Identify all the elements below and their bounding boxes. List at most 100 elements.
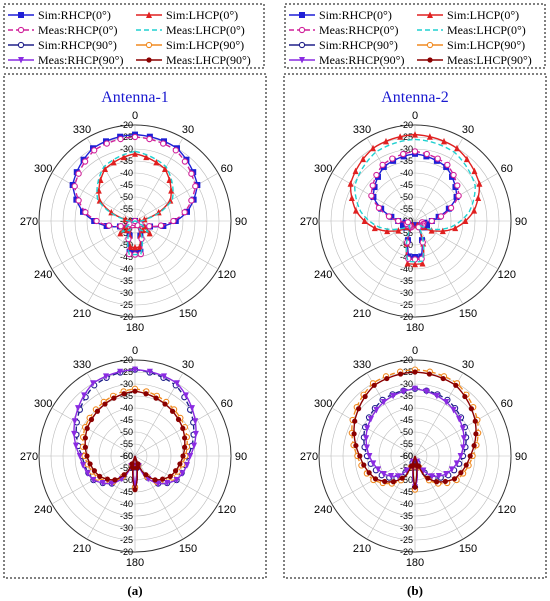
legend-swatch-marker [17, 26, 25, 34]
series-point [117, 368, 124, 376]
legend-swatch-marker [18, 57, 24, 64]
radial-tick-label-lower: -20 [400, 547, 413, 557]
radial-tick-label-lower: -60 [120, 451, 133, 461]
series-point [439, 227, 446, 235]
radial-tick-label-lower: -30 [400, 288, 413, 298]
series-point [397, 133, 404, 140]
radial-tick-label-lower: -35 [400, 511, 413, 521]
legend-item-sim-lhcp-90: Sim:LHCP(90°) [136, 38, 244, 52]
series-point [395, 227, 402, 234]
angle-tick-label: 240 [314, 269, 332, 281]
series-point [457, 453, 464, 460]
radial-tick-label-lower: -25 [400, 535, 413, 545]
series-point [84, 425, 90, 431]
series-point [388, 473, 395, 480]
legend-item-meas-lhcp-0: Meas:LHCP(0°) [136, 23, 245, 37]
angle-tick-label: 300 [34, 398, 52, 410]
legend-item-meas-lhcp-0: Meas:LHCP(0°) [417, 23, 526, 37]
legend-item-meas-lhcp-90: Meas:LHCP(90°) [417, 53, 532, 67]
series-point [182, 444, 188, 450]
series-point [170, 217, 177, 225]
series-point [91, 468, 98, 474]
angle-tick-label: 300 [314, 163, 332, 175]
radial-tick-label: -60 [400, 451, 413, 461]
series-point [364, 425, 371, 432]
series-point [456, 415, 463, 423]
legend-swatch-marker [427, 11, 433, 18]
legend-box-a [3, 3, 265, 69]
series-point [458, 470, 464, 476]
legend-label: Meas:LHCP(90°) [166, 53, 251, 67]
radial-tick-label-lower: -25 [400, 300, 413, 310]
series-point [183, 462, 190, 469]
series-point [348, 194, 355, 202]
series-point [362, 393, 368, 400]
series-point [161, 373, 168, 380]
angle-tick-label: 150 [459, 543, 477, 555]
series-point [444, 161, 451, 169]
series-point [159, 476, 166, 482]
radial-tick-label-lower: -50 [120, 475, 133, 485]
legend-swatch-marker [145, 41, 153, 49]
radial-tick-label: -25 [120, 132, 133, 142]
radial-tick-label: -30 [120, 379, 133, 389]
legend-label: Meas:RHCP(0°) [319, 23, 398, 37]
series-point [467, 453, 473, 459]
series-point [379, 161, 386, 169]
series-point [400, 150, 407, 158]
series-point [476, 180, 483, 187]
radial-tick-label-lower: -40 [400, 264, 413, 274]
angle-tick-label: 60 [501, 398, 513, 410]
radial-tick-label: -45 [120, 415, 133, 425]
polar-grid-spoke [51, 407, 136, 457]
series-point [385, 213, 393, 220]
radial-tick-label: -50 [120, 192, 133, 202]
series-point [146, 368, 153, 376]
series-point [75, 170, 82, 177]
radial-tick-label: -50 [400, 192, 413, 202]
legend-item-meas-rhcp-0: Meas:RHCP(0°) [289, 23, 398, 37]
series-point [412, 369, 418, 375]
series-point [175, 416, 182, 423]
series-point [420, 467, 427, 475]
series-point [129, 461, 135, 467]
series-point [366, 453, 373, 460]
series-point [134, 465, 140, 471]
radial-tick-label: -35 [120, 156, 133, 166]
caption-b: (b) [407, 583, 423, 598]
series-point [191, 442, 198, 450]
radial-tick-label-lower: -25 [120, 300, 133, 310]
series-point [471, 442, 477, 449]
radial-tick-label: -30 [400, 144, 413, 154]
series-line [353, 138, 477, 263]
series-point [120, 153, 127, 161]
series-point [352, 167, 359, 175]
series-point [450, 407, 457, 414]
radial-tick-label-lower: -40 [400, 499, 413, 509]
series-point [105, 222, 113, 229]
series-point [404, 219, 412, 226]
series-point [437, 213, 445, 220]
series-point [384, 227, 391, 235]
series-point [111, 395, 117, 401]
panel-frame-b [283, 73, 547, 579]
radial-tick-label-lower: -40 [120, 499, 133, 509]
legend-swatch-marker [427, 57, 433, 63]
radial-tick-label-lower: -55 [400, 228, 413, 238]
angle-tick-label: 90 [515, 216, 527, 228]
radial-tick-label: -55 [120, 439, 133, 449]
series-point [164, 479, 171, 487]
angle-tick-label: 120 [498, 504, 516, 516]
series-point [411, 256, 419, 263]
series-point [361, 217, 368, 224]
angle-tick-label: 330 [353, 124, 371, 136]
series-point [412, 484, 418, 490]
angle-tick-label: 30 [182, 124, 194, 136]
angle-tick-label: 90 [235, 216, 247, 228]
series-point [82, 435, 88, 441]
angle-tick-label: 270 [20, 216, 38, 228]
radial-tick-label: -35 [400, 156, 413, 166]
series-point [447, 204, 455, 212]
angle-tick-label: 210 [73, 308, 91, 320]
